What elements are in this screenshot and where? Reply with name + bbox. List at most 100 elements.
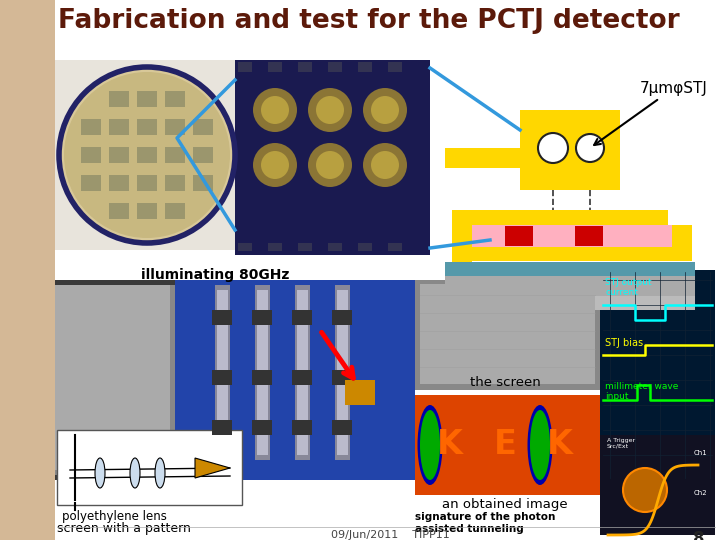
Ellipse shape <box>418 405 443 485</box>
Bar <box>298 62 312 72</box>
Bar <box>672 225 692 261</box>
Bar <box>415 395 600 495</box>
Bar <box>332 370 352 385</box>
Bar <box>452 210 472 262</box>
Text: the screen: the screen <box>469 376 541 389</box>
Bar <box>445 296 695 310</box>
Bar <box>81 119 101 135</box>
Bar <box>600 270 715 480</box>
Bar <box>445 276 695 296</box>
Bar <box>217 290 228 455</box>
Bar <box>520 110 620 190</box>
Bar <box>137 119 157 135</box>
Bar <box>81 147 101 163</box>
Bar <box>238 243 252 251</box>
Circle shape <box>363 143 407 187</box>
Bar <box>388 62 402 72</box>
Circle shape <box>316 151 344 179</box>
Bar <box>337 290 348 455</box>
Bar <box>358 62 372 72</box>
Bar <box>109 119 129 135</box>
Bar <box>212 370 232 385</box>
Ellipse shape <box>59 67 235 243</box>
Circle shape <box>371 151 399 179</box>
Bar <box>137 147 157 163</box>
Text: 0.3K
refrigerator: 0.3K refrigerator <box>62 290 142 322</box>
Bar <box>292 310 312 325</box>
Bar <box>81 175 101 191</box>
Bar <box>600 435 715 535</box>
Bar <box>55 285 175 475</box>
Bar <box>212 420 232 435</box>
Bar <box>295 285 310 460</box>
Circle shape <box>253 143 297 187</box>
Bar <box>292 370 312 385</box>
Bar <box>268 243 282 251</box>
Bar <box>109 91 129 107</box>
Circle shape <box>623 468 667 512</box>
Circle shape <box>253 88 297 132</box>
Bar <box>57 430 242 505</box>
Text: signature of the photon
assisted tunneling: signature of the photon assisted tunneli… <box>415 512 555 534</box>
Text: polyethylene lens: polyethylene lens <box>62 510 167 523</box>
Text: millimeter wave
input: millimeter wave input <box>605 382 678 401</box>
Bar <box>165 91 185 107</box>
Bar <box>55 285 170 470</box>
Bar <box>255 285 270 460</box>
Bar <box>212 310 232 325</box>
Bar <box>415 280 600 390</box>
Text: A Trigger
Src/Ext: A Trigger Src/Ext <box>607 438 635 449</box>
Circle shape <box>538 133 568 163</box>
Ellipse shape <box>95 458 105 488</box>
Bar <box>238 62 252 72</box>
Circle shape <box>316 96 344 124</box>
Text: Ch1: Ch1 <box>693 450 707 456</box>
Bar <box>268 62 282 72</box>
Bar <box>137 175 157 191</box>
Bar <box>193 147 213 163</box>
Text: Ch2: Ch2 <box>693 490 707 496</box>
Bar <box>445 262 695 276</box>
Ellipse shape <box>420 410 440 480</box>
Ellipse shape <box>64 72 230 238</box>
Text: illuminating 80GHz: illuminating 80GHz <box>141 268 289 282</box>
Text: optics   horn: optics horn <box>62 428 140 441</box>
Text: STJ output
current: STJ output current <box>605 278 652 298</box>
Bar <box>420 284 595 384</box>
Bar <box>165 147 185 163</box>
Circle shape <box>261 96 289 124</box>
Bar <box>298 243 312 251</box>
Bar <box>55 60 240 250</box>
Circle shape <box>308 143 352 187</box>
Bar <box>252 310 272 325</box>
Bar <box>165 175 185 191</box>
Bar <box>252 420 272 435</box>
Polygon shape <box>195 458 230 478</box>
Ellipse shape <box>530 410 550 480</box>
Bar <box>215 285 230 460</box>
Bar <box>109 203 129 219</box>
Bar <box>452 247 692 261</box>
Bar <box>505 226 533 246</box>
Bar <box>175 280 415 480</box>
Bar <box>335 285 350 460</box>
Bar <box>452 225 692 247</box>
Ellipse shape <box>155 458 165 488</box>
Bar <box>292 420 312 435</box>
Circle shape <box>308 88 352 132</box>
Text: K: K <box>437 429 463 462</box>
Text: STJ bias: STJ bias <box>605 338 643 348</box>
Text: 09/Jun/2011    TIPP11: 09/Jun/2011 TIPP11 <box>330 530 449 540</box>
Bar <box>235 60 430 255</box>
Bar <box>445 148 575 168</box>
Circle shape <box>363 88 407 132</box>
Text: Fabrication and test for the PCTJ detector: Fabrication and test for the PCTJ detect… <box>58 8 680 34</box>
Bar <box>193 175 213 191</box>
Circle shape <box>576 134 604 162</box>
Bar <box>297 290 308 455</box>
Bar <box>137 203 157 219</box>
Bar <box>55 280 415 480</box>
Bar <box>332 420 352 435</box>
Ellipse shape <box>130 458 140 488</box>
Bar <box>575 226 603 246</box>
